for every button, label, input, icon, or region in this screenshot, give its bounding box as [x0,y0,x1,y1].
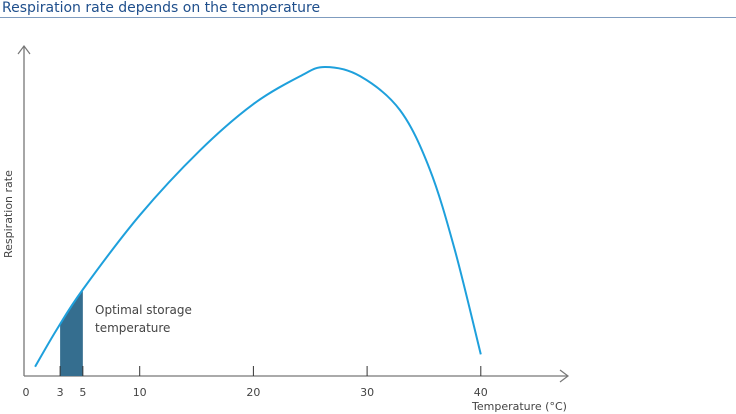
x-tick-label: 5 [79,386,86,399]
x-tick-label: 40 [474,386,488,399]
respiration-curve [34,65,482,368]
title-divider [0,17,736,18]
x-tick-label: 3 [57,386,64,399]
annotation-line-1: Optimal storage [95,303,192,317]
x-tick-label: 10 [133,386,147,399]
optimal-storage-region [60,289,83,376]
y-axis-label: Respiration rate [2,170,15,258]
chart-title: Respiration rate depends on the temperat… [2,0,321,16]
x-tick-label: 30 [360,386,374,399]
x-axis-arrow-icon [559,369,569,383]
x-tick-label: 20 [246,386,260,399]
annotation-line-2: temperature [95,321,170,335]
y-axis-arrow-icon [17,45,31,55]
x-tick-label: 0 [23,386,30,399]
x-axis-label: Temperature (°C) [471,400,567,413]
